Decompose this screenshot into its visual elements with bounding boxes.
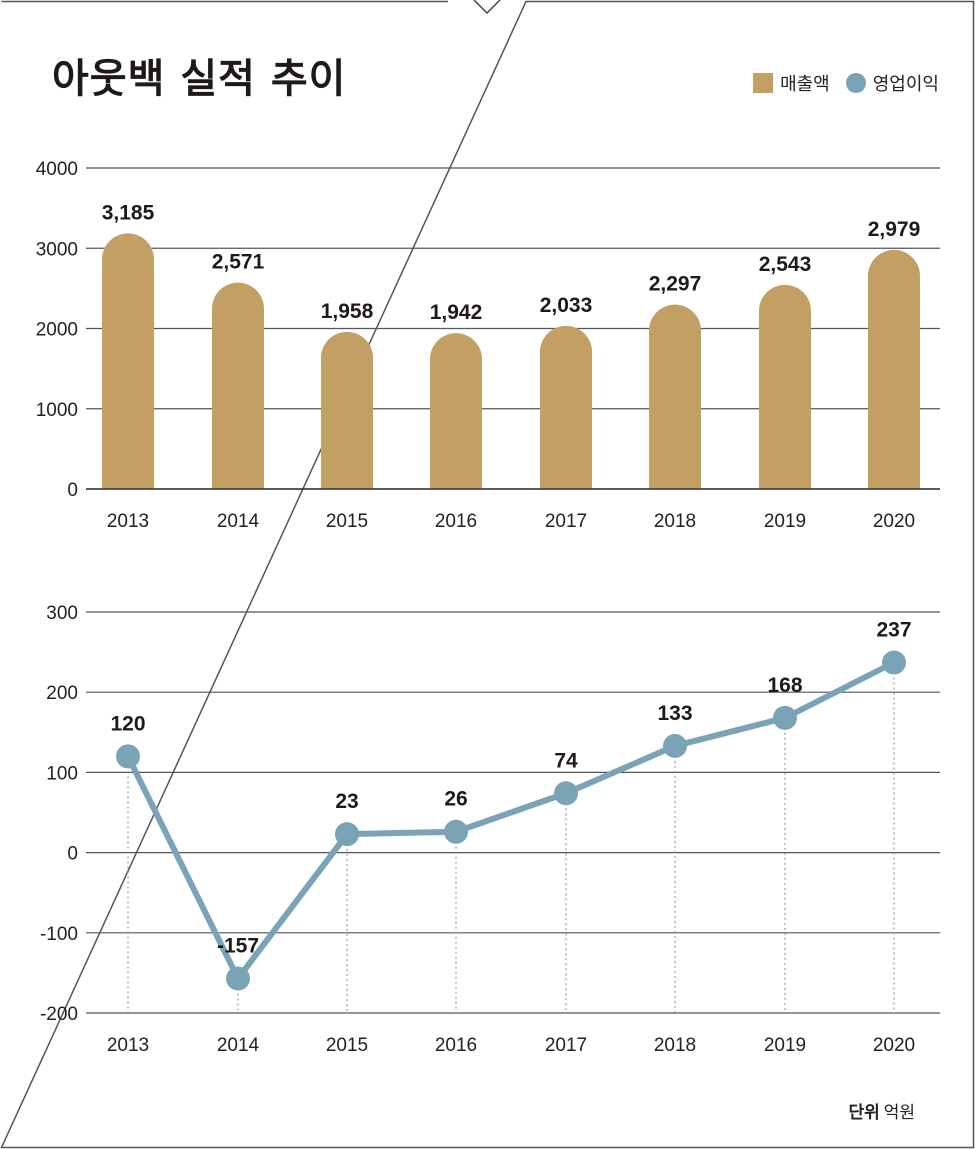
legend-bar-swatch [753,73,774,93]
unit-label: 단위 [848,1103,880,1123]
legend-bar-label: 매출액 [780,74,830,95]
unit-note: 단위 억원 [848,1098,915,1123]
chevron-down-icon [473,0,501,15]
unit-value: 억원 [883,1103,915,1123]
chart-title: 아웃백 실적 추이 [52,56,347,102]
legend: 매출액 영업이익 [753,70,939,96]
legend-line-swatch [845,73,866,93]
legend-line-label: 영업이익 [872,74,939,95]
